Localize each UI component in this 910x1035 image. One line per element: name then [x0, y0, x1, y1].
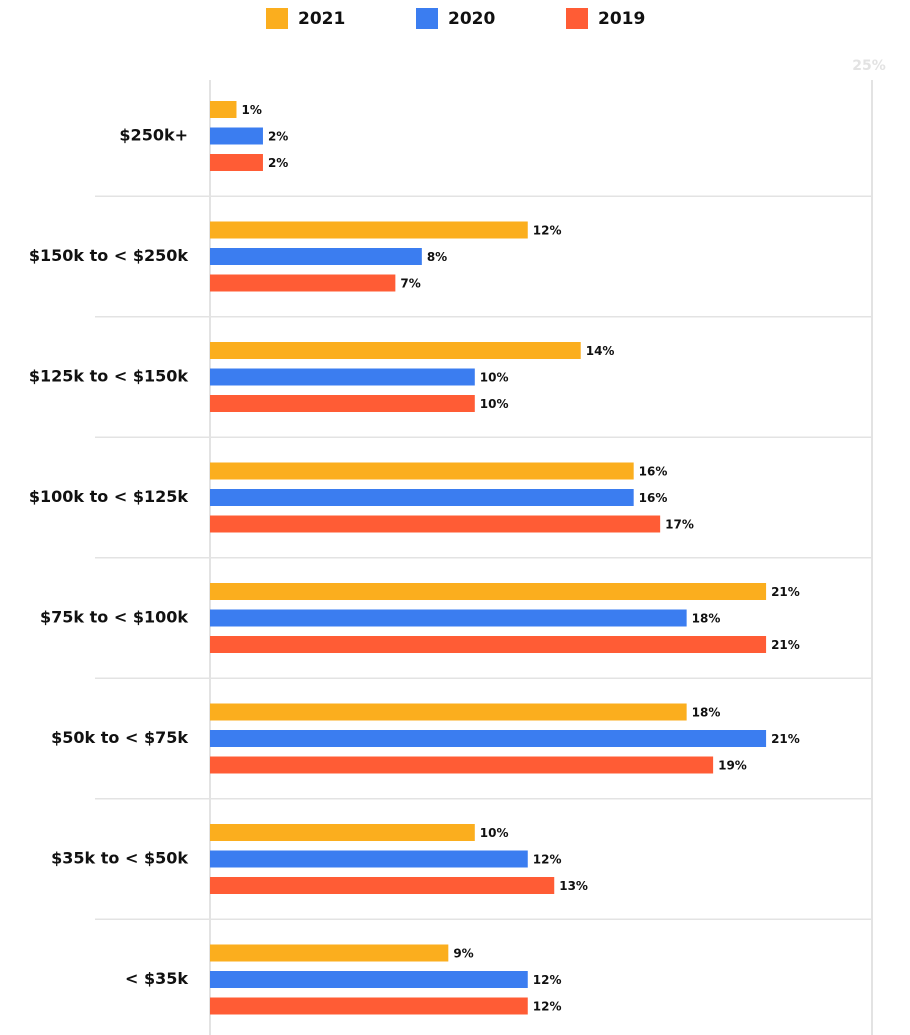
value-label: 16%	[639, 465, 668, 479]
value-label: 10%	[480, 826, 509, 840]
value-label: 21%	[771, 732, 800, 746]
y-tick-label: $100k to < $125k	[29, 487, 188, 506]
bar	[210, 636, 767, 653]
bar	[210, 248, 422, 265]
value-label: 21%	[771, 638, 800, 652]
value-label: 7%	[400, 277, 420, 291]
value-label: 2%	[268, 156, 288, 170]
bar	[210, 342, 581, 359]
bar	[210, 824, 475, 841]
y-tick-label: $50k to < $75k	[51, 728, 188, 747]
x-tick-label: 25%	[852, 58, 886, 74]
value-label: 12%	[533, 853, 562, 867]
value-label: 18%	[692, 706, 721, 720]
value-label: 10%	[480, 397, 509, 411]
bar	[210, 154, 263, 171]
value-label: 9%	[453, 947, 473, 961]
value-label: 17%	[665, 518, 694, 532]
y-tick-label: $75k to < $100k	[40, 608, 188, 627]
bar	[210, 127, 263, 145]
bar	[210, 583, 767, 600]
value-label: 19%	[718, 759, 747, 773]
bar	[210, 703, 687, 721]
bar	[210, 756, 714, 774]
bar	[210, 221, 528, 239]
bar	[210, 101, 237, 118]
bar	[210, 997, 528, 1015]
legend-label: 2020	[448, 9, 495, 29]
value-label: 12%	[533, 973, 562, 987]
legend-swatch	[266, 8, 288, 29]
bar	[210, 274, 396, 292]
bar	[210, 877, 555, 894]
value-label: 13%	[559, 879, 588, 893]
bar	[210, 368, 475, 386]
value-label: 10%	[480, 371, 509, 385]
value-label: 14%	[586, 344, 615, 358]
value-label: 1%	[241, 103, 261, 117]
bar	[210, 971, 528, 988]
bar	[210, 462, 634, 480]
bar	[210, 395, 475, 412]
bar	[210, 609, 687, 627]
value-label: 2%	[268, 130, 288, 144]
y-tick-label: $150k to < $250k	[29, 246, 188, 265]
value-label: 12%	[533, 1000, 562, 1014]
legend-label: 2021	[298, 9, 345, 29]
value-label: 21%	[771, 585, 800, 599]
y-tick-label: $35k to < $50k	[51, 849, 188, 868]
y-tick-label: $250k+	[119, 126, 188, 145]
y-tick-label: $125k to < $150k	[29, 367, 188, 386]
legend-label: 2019	[598, 9, 645, 29]
legend-swatch	[566, 8, 588, 29]
bar	[210, 730, 767, 747]
y-tick-label: < $35k	[125, 969, 188, 988]
bar	[210, 515, 661, 533]
value-label: 8%	[427, 250, 447, 264]
bar	[210, 850, 528, 868]
value-label: 12%	[533, 224, 562, 238]
bar	[210, 489, 634, 506]
bar	[210, 944, 449, 962]
legend-swatch	[416, 8, 438, 29]
value-label: 16%	[639, 491, 668, 505]
value-label: 18%	[692, 612, 721, 626]
